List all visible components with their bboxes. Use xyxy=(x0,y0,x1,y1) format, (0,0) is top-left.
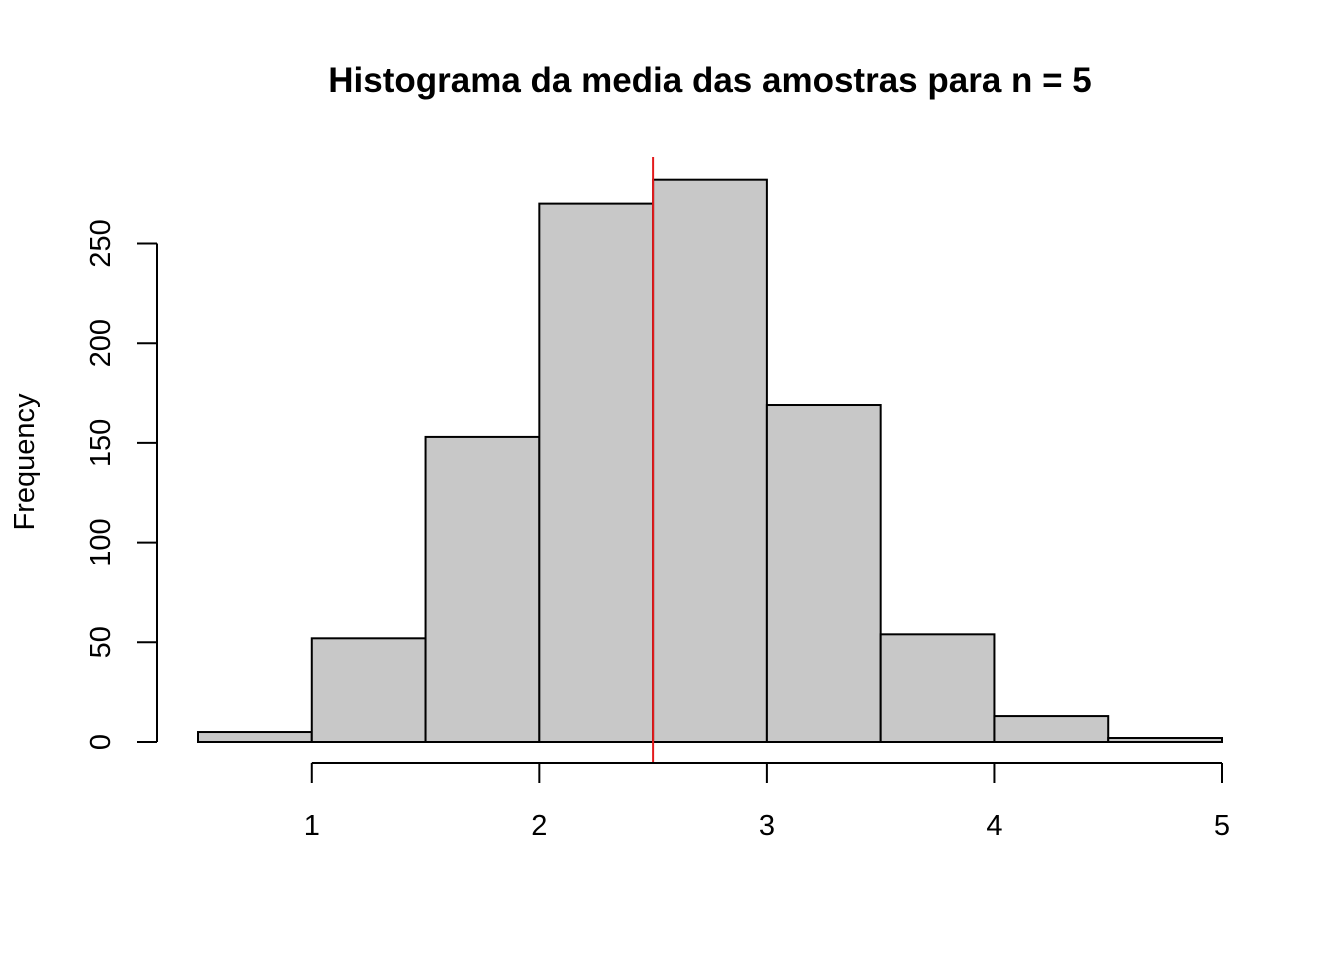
x-tick-label: 4 xyxy=(986,810,1002,842)
bars-group xyxy=(197,178,1223,744)
y-tick-label: 100 xyxy=(85,518,117,566)
x-tick-label: 5 xyxy=(1214,810,1230,842)
histogram-bar xyxy=(993,715,1110,744)
histogram-bar xyxy=(538,202,655,743)
x-tick-label: 3 xyxy=(759,810,775,842)
y-tick-label: 200 xyxy=(85,319,117,367)
y-axis-title: Frequency xyxy=(9,393,41,531)
x-axis: 1 2 3 4 5 xyxy=(304,762,1230,842)
histogram-bar xyxy=(765,404,882,743)
y-axis: 0 50 100 150 200 250 xyxy=(85,219,158,750)
histogram-bar xyxy=(879,633,996,743)
histogram-bar xyxy=(424,435,541,743)
histogram-bar xyxy=(197,731,313,744)
x-tick-label: 2 xyxy=(531,810,547,842)
histogram-bar xyxy=(310,637,427,744)
histogram-bar xyxy=(652,178,768,743)
y-tick-label: 150 xyxy=(85,419,117,467)
x-tick-label: 1 xyxy=(304,810,320,842)
histogram-bar xyxy=(1107,737,1223,744)
chart-title: Histograma da media das amostras para n … xyxy=(328,61,1092,100)
y-tick-label: 50 xyxy=(85,626,117,658)
y-tick-label: 0 xyxy=(85,734,117,750)
y-tick-label: 250 xyxy=(85,219,117,267)
